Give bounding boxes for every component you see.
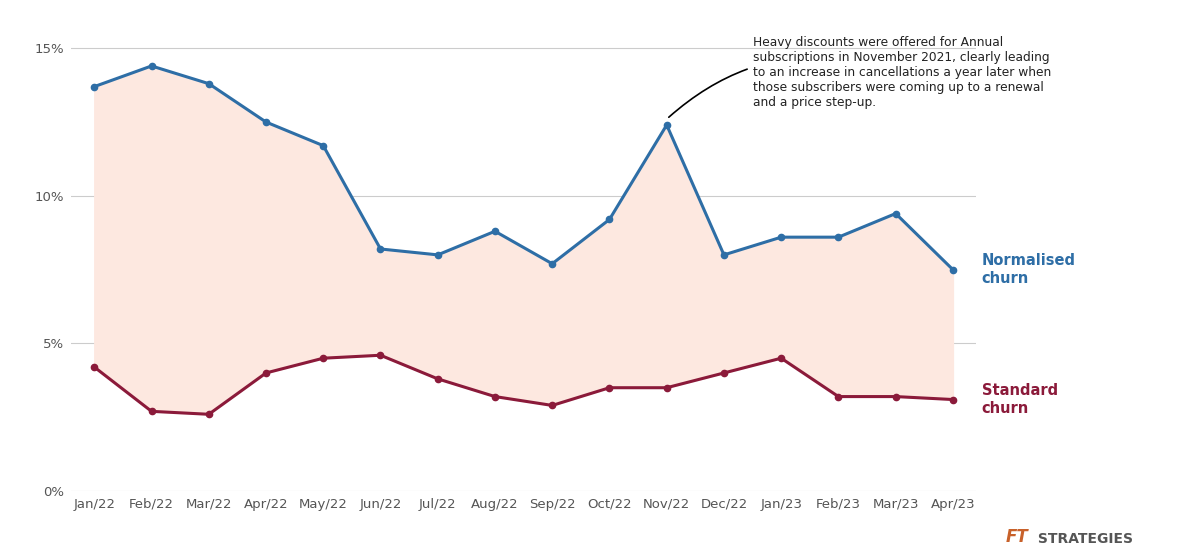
Text: Heavy discounts were offered for Annual
subscriptions in November 2021, clearly : Heavy discounts were offered for Annual … <box>669 36 1051 117</box>
Text: FT: FT <box>1006 528 1028 546</box>
Text: Standard
churn: Standard churn <box>982 383 1058 416</box>
Text: Normalised
churn: Normalised churn <box>982 253 1076 286</box>
Text: STRATEGIES: STRATEGIES <box>1033 532 1133 546</box>
